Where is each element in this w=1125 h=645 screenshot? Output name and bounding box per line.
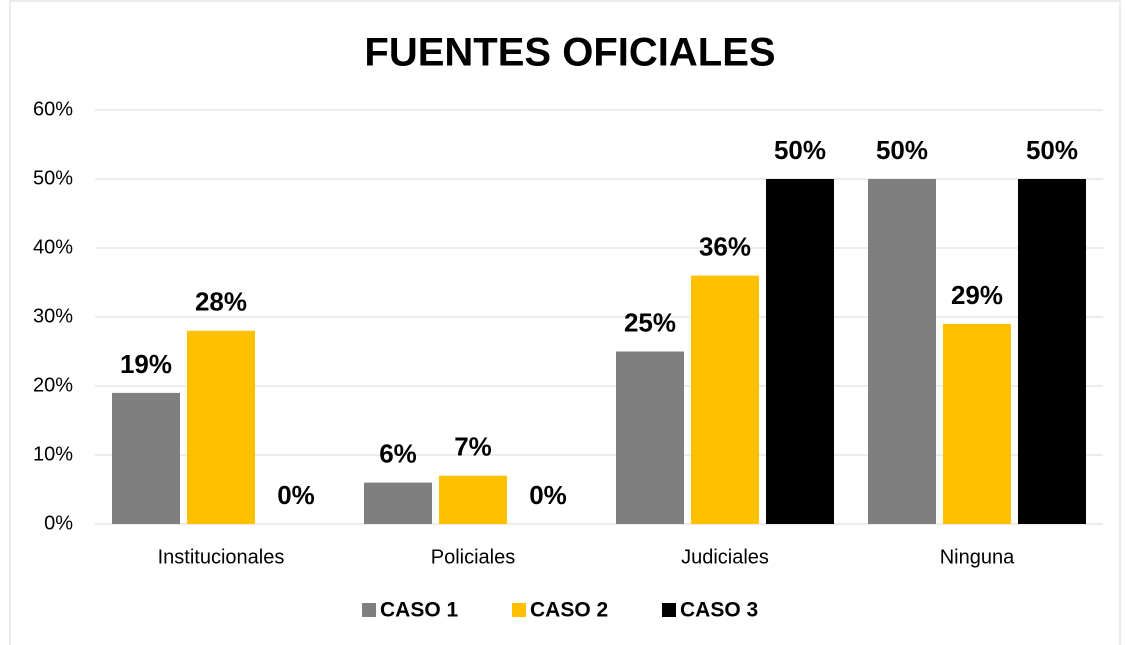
y-tick-label: 20%	[33, 374, 73, 396]
y-tick-label: 30%	[33, 305, 73, 327]
data-label: 50%	[876, 135, 928, 165]
x-tick-label: Ninguna	[940, 546, 1015, 568]
data-label: 7%	[454, 432, 492, 462]
data-label: 6%	[379, 438, 417, 468]
x-tick-label: Judiciales	[681, 546, 769, 568]
legend-label: CASO 3	[680, 599, 758, 622]
bar	[439, 475, 507, 524]
data-label: 50%	[1026, 135, 1078, 165]
data-label: 28%	[195, 287, 247, 317]
data-label: 0%	[529, 480, 567, 510]
bar	[616, 351, 684, 524]
legend-swatch	[662, 603, 676, 617]
y-tick-label: 0%	[44, 512, 73, 534]
y-tick-label: 50%	[33, 167, 73, 189]
bar	[943, 323, 1011, 524]
data-label: 50%	[774, 135, 826, 165]
x-tick-label: Institucionales	[158, 546, 285, 568]
data-label: 36%	[699, 231, 751, 261]
data-label: 25%	[624, 307, 676, 337]
y-tick-label: 10%	[33, 443, 73, 465]
bar	[364, 482, 432, 524]
chart-title: FUENTES OFICIALES	[364, 31, 775, 75]
legend-swatch	[362, 603, 376, 617]
bar	[868, 179, 936, 524]
legend-label: CASO 1	[380, 599, 459, 622]
bar	[691, 275, 759, 524]
y-tick-label: 60%	[33, 98, 73, 120]
bar	[766, 179, 834, 524]
data-label: 29%	[951, 280, 1003, 310]
data-label: 0%	[277, 480, 315, 510]
legend-label: CASO 2	[530, 599, 608, 622]
x-tick-label: Policiales	[431, 546, 515, 568]
bar	[112, 392, 180, 524]
y-tick-label: 40%	[33, 236, 73, 258]
data-label: 19%	[120, 349, 172, 379]
legend-swatch	[512, 603, 526, 617]
bar	[187, 330, 255, 524]
bar	[1018, 179, 1086, 524]
